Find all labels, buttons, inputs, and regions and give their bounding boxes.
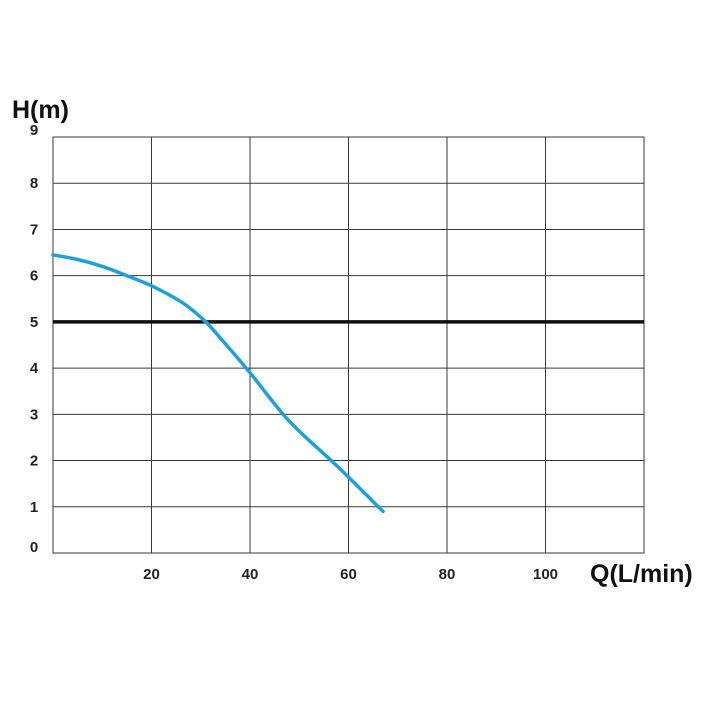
grid [52, 136, 645, 554]
y-tick-label: 4 [30, 360, 39, 377]
tick-labels: 20 40 60 80 100 0 1 2 3 4 5 6 7 8 9 [30, 122, 558, 583]
y-tick-label: 6 [30, 268, 38, 285]
series-line-head-flow [51, 253, 385, 514]
series-layer [51, 253, 385, 514]
x-tick-label: 20 [143, 566, 160, 583]
y-tick-label: 8 [30, 175, 38, 192]
y-tick-label: 9 [30, 122, 38, 139]
x-tick-label: 100 [533, 566, 558, 583]
plot-frame [52, 136, 645, 554]
y-tick-label: 2 [30, 453, 38, 470]
y-tick-label: 3 [30, 406, 38, 423]
x-tick-label: 80 [439, 566, 456, 583]
x-axis-title: Q(L/min) [590, 560, 693, 588]
y-tick-label: 0 [30, 539, 38, 556]
x-tick-label: 60 [340, 566, 357, 583]
y-axis-title: H(m) [12, 96, 69, 124]
y-tick-label: 5 [30, 314, 38, 331]
y-tick-label: 7 [30, 221, 38, 238]
y-tick-label: 1 [30, 499, 38, 516]
x-tick-label: 40 [242, 566, 259, 583]
